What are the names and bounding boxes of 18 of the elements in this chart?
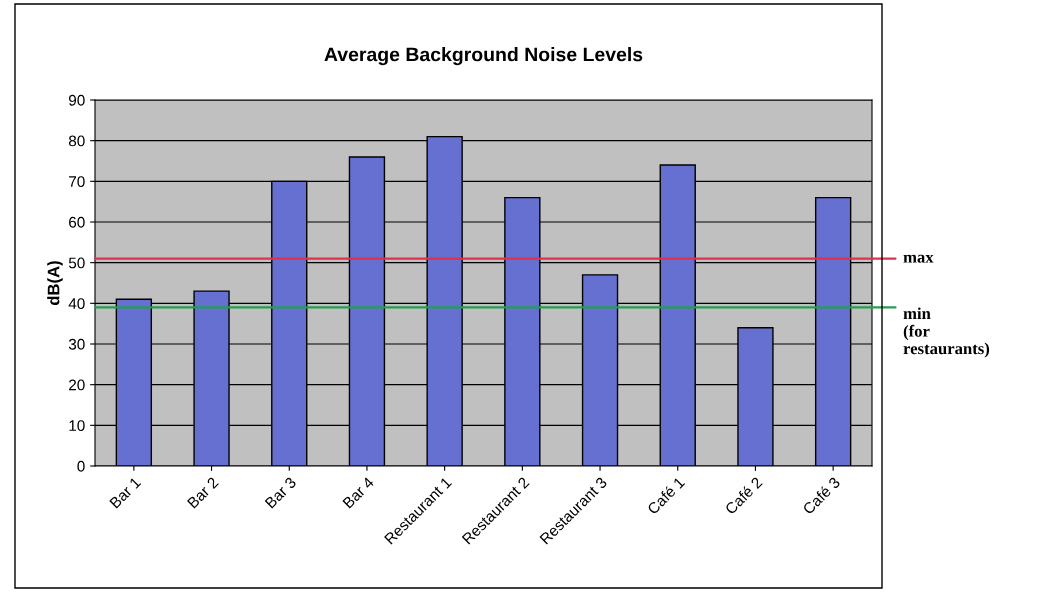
y-tick-label: 90 <box>69 94 85 106</box>
y-tick-label: 20 <box>69 379 85 391</box>
y-tick-label: 70 <box>69 176 85 188</box>
ref-line-label: max <box>903 254 934 263</box>
y-tick-label: 0 <box>77 460 85 472</box>
ref-line-label: min (for restaurants) <box>903 307 990 358</box>
y-axis-title: dB(A) <box>47 261 63 305</box>
y-tick-label: 10 <box>69 420 85 432</box>
x-tick-label: Bar 3 <box>264 476 297 509</box>
y-tick-label: 50 <box>68 257 85 269</box>
x-tick-label: Bar 2 <box>186 476 219 509</box>
chart-title: Average Background Noise Levels <box>324 47 643 66</box>
x-tick-label: Bar 1 <box>109 476 142 509</box>
y-tick-label: 80 <box>68 135 85 147</box>
x-tick-label: Bar 4 <box>342 476 375 509</box>
y-tick-label: 60 <box>69 216 85 228</box>
y-tick-label: 40 <box>68 298 85 310</box>
y-tick-label: 30 <box>68 338 85 350</box>
